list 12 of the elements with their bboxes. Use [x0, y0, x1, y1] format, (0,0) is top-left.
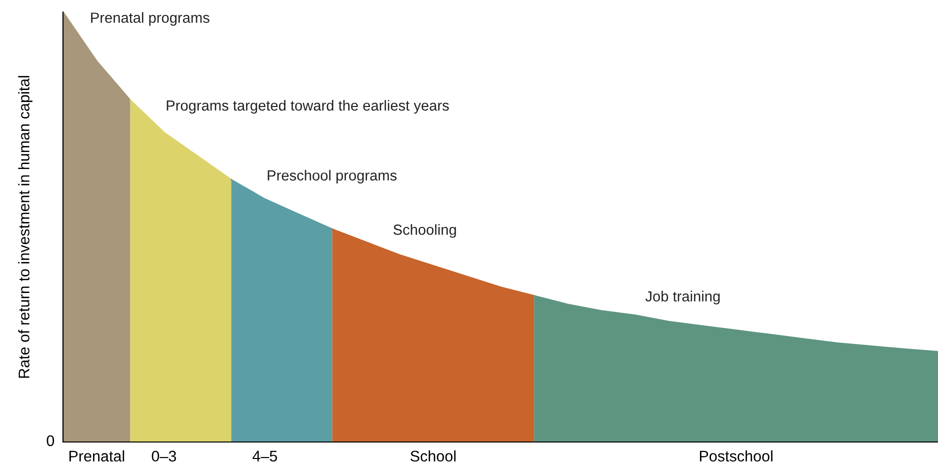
x-tick-label: School [410, 450, 456, 462]
x-tick-label: 0–3 [152, 450, 176, 462]
series-label: Preschool programs [268, 170, 397, 184]
series-label: Schooling [393, 224, 456, 238]
x-tick-label: Postschool [700, 450, 772, 462]
text: 0 [46, 435, 54, 446]
x-tick-label: Prenatal [69, 450, 124, 462]
x-tick-label: 4–5 [252, 450, 278, 462]
y-axis-title: Rate of return to investment in human capital [18, 76, 32, 378]
series-label: Programs targeted toward the earliest years [166, 100, 449, 114]
series-label: Job training [645, 290, 720, 304]
series-label: Prenatal programs [91, 12, 210, 26]
